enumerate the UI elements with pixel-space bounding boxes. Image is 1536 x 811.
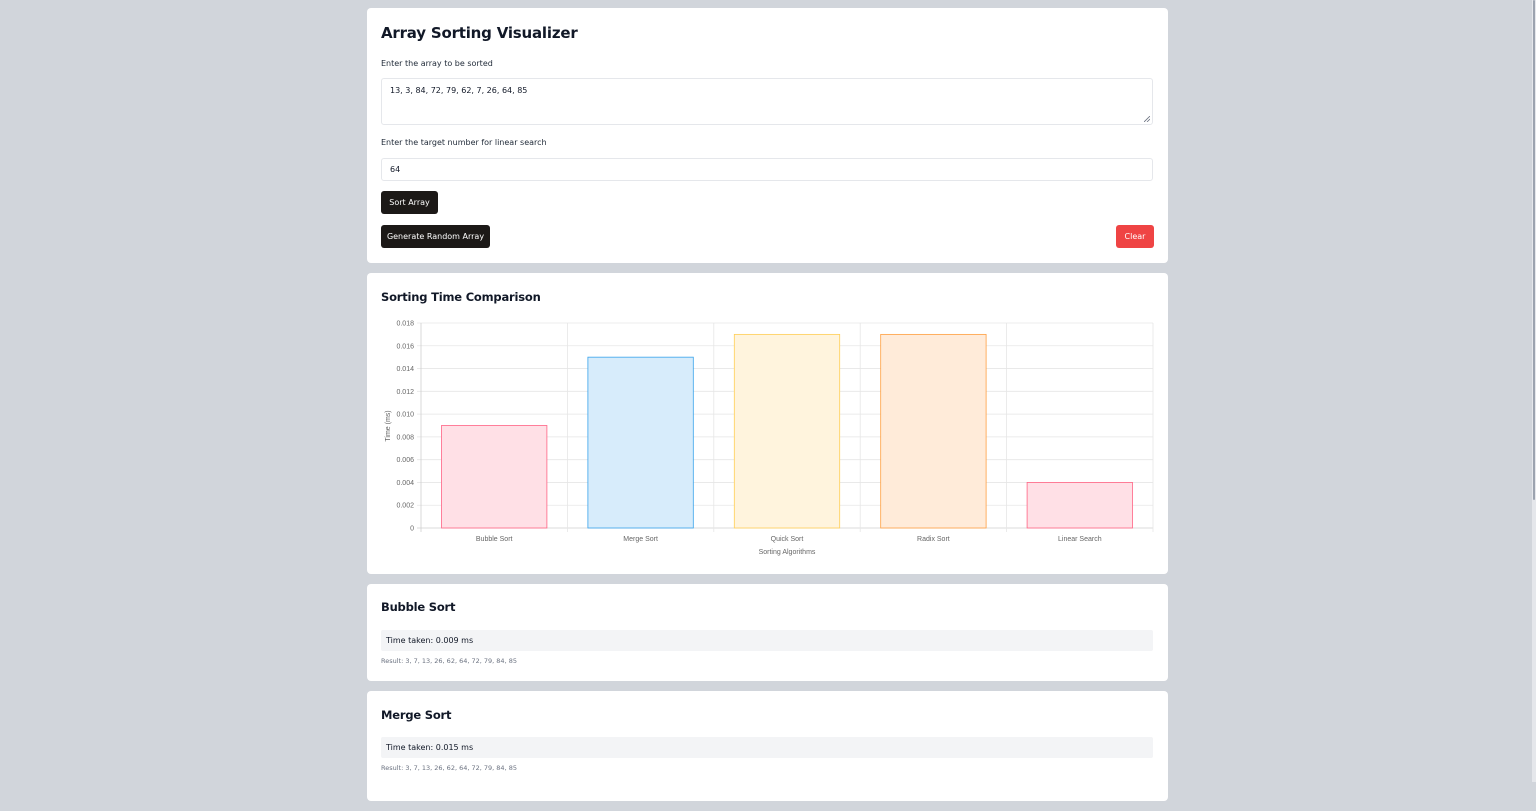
array-value: 13, 3, 84, 72, 79, 62, 7, 26, 64, 85 [390, 86, 528, 95]
bar [733, 333, 841, 529]
result-card-merge-sort: Merge Sort Time taken: 0.015 ms Result: … [367, 691, 1168, 801]
result-title: Bubble Sort [381, 600, 456, 614]
y-tick-label: 0.018 [396, 321, 414, 328]
time-taken: Time taken: 0.015 ms [381, 737, 1153, 758]
x-tick-label: Radix Sort [917, 536, 950, 543]
y-tick-label: 0.004 [396, 480, 414, 487]
y-tick-label: 0.016 [396, 343, 414, 350]
result-title: Merge Sort [381, 708, 452, 722]
sorted-result: Result: 3, 7, 13, 26, 62, 64, 72, 79, 84… [381, 764, 517, 772]
target-value: 64 [390, 165, 401, 174]
generate-random-array-button[interactable]: Generate Random Array [381, 225, 490, 248]
bar [880, 333, 987, 529]
target-input[interactable]: 64 [381, 158, 1153, 181]
x-tick-label: Merge Sort [623, 536, 658, 543]
y-axis-label: Time (ms) [385, 410, 392, 441]
result-card-bubble-sort: Bubble Sort Time taken: 0.009 ms Result:… [367, 584, 1168, 681]
sorted-result: Result: 3, 7, 13, 26, 62, 64, 72, 79, 84… [381, 657, 517, 665]
y-tick-label: 0.010 [396, 412, 414, 419]
y-tick-label: 0.006 [396, 457, 414, 464]
x-tick-label: Bubble Sort [476, 536, 513, 543]
chart-section-title: Sorting Time Comparison [381, 290, 541, 304]
x-axis-label: Sorting Algorithms [759, 549, 816, 556]
x-tick-label: Quick Sort [771, 536, 804, 543]
array-label: Enter the array to be sorted [381, 59, 493, 68]
sort-array-button[interactable]: Sort Array [381, 191, 438, 214]
y-tick-label: 0.012 [396, 389, 414, 396]
page-title: Array Sorting Visualizer [381, 24, 578, 42]
bar [587, 356, 694, 529]
main-container: Array Sorting Visualizer Enter the array… [367, 8, 1168, 811]
scrollbar-thumb[interactable] [1533, 0, 1535, 500]
array-textarea[interactable]: 13, 3, 84, 72, 79, 62, 7, 26, 64, 85 [381, 78, 1153, 125]
target-label: Enter the target number for linear searc… [381, 138, 547, 147]
time-taken: Time taken: 0.009 ms [381, 630, 1153, 651]
bar [1026, 482, 1133, 529]
y-tick-label: 0.008 [396, 434, 414, 441]
resize-grip-icon[interactable] [1144, 116, 1150, 122]
bar-chart: 0 0.002 0.004 0.006 0.008 0.010 0.012 0.014 0.01… [385, 321, 1154, 556]
clear-button[interactable]: Clear [1116, 225, 1154, 248]
x-tick-label: Linear Search [1058, 536, 1102, 543]
y-tick-label: 0 [410, 526, 414, 533]
bar [441, 425, 548, 529]
chart-card: Sorting Time Comparison 0 0.002 0.004 0.006… [367, 273, 1168, 574]
y-tick-label: 0.002 [396, 503, 414, 510]
y-tick-label: 0.014 [396, 366, 414, 373]
input-card: Array Sorting Visualizer Enter the array… [367, 8, 1168, 263]
